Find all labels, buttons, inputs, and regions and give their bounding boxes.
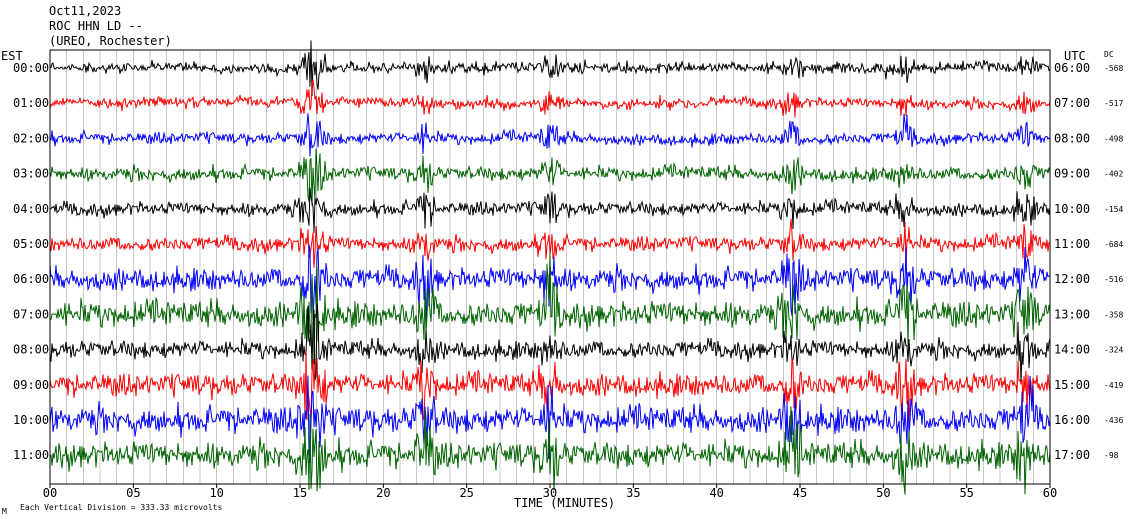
x-tick-label-35: 35	[626, 486, 640, 500]
x-axis-label: TIME (MINUTES)	[514, 496, 616, 510]
est-label-06:00: 06:00	[13, 272, 49, 286]
x-tick-label-10: 10	[209, 486, 223, 500]
left-axis-label: EST	[1, 49, 23, 63]
x-tick-label-45: 45	[793, 486, 807, 500]
est-label-01:00: 01:00	[13, 96, 49, 110]
est-label-02:00: 02:00	[13, 131, 49, 145]
station-code: ROC HHN LD --	[49, 19, 143, 33]
label-layer: EST UTC DC 00:00 06:00 -568 01:00 07:00 -517 02:0…	[1, 49, 1123, 462]
grid-layer	[66, 50, 1034, 484]
dc-value-07:00: -358	[1104, 310, 1123, 319]
utc-label-14:00: 14:00	[1054, 343, 1090, 357]
dc-value-05:00: -684	[1104, 240, 1123, 249]
utc-label-07:00: 07:00	[1054, 96, 1090, 110]
x-tick-label-20: 20	[376, 486, 390, 500]
utc-label-15:00: 15:00	[1054, 378, 1090, 392]
x-tick-label-55: 55	[959, 486, 973, 500]
frame-layer: 00 05 10 15 20 25 30 35 40 45 50 55 60	[43, 49, 1057, 500]
utc-label-12:00: 12:00	[1054, 272, 1090, 286]
utc-label-17:00: 17:00	[1054, 448, 1090, 462]
dc-value-11:00: -98	[1104, 451, 1119, 460]
x-tick-label-30: 30	[543, 486, 557, 500]
est-label-05:00: 05:00	[13, 237, 49, 251]
est-label-11:00: 11:00	[13, 448, 49, 462]
est-label-10:00: 10:00	[13, 413, 49, 427]
utc-label-08:00: 08:00	[1054, 131, 1090, 145]
dc-value-00:00: -568	[1104, 64, 1123, 73]
x-tick-label-00: 00	[43, 486, 57, 500]
est-label-09:00: 09:00	[13, 378, 49, 392]
dc-value-08:00: -324	[1104, 346, 1123, 355]
x-tick-label-60: 60	[1043, 486, 1057, 500]
dc-label: DC	[1104, 50, 1114, 59]
dc-value-04:00: -154	[1104, 205, 1123, 214]
right-axis-label: UTC	[1064, 49, 1086, 63]
est-label-07:00: 07:00	[13, 307, 49, 321]
est-label-04:00: 04:00	[13, 202, 49, 216]
scale-note: Each Vertical Division = 333.33 microvol…	[20, 503, 223, 512]
corner-mark: M	[2, 507, 7, 516]
utc-label-13:00: 13:00	[1054, 307, 1090, 321]
dc-value-03:00: -402	[1104, 170, 1123, 179]
dc-value-02:00: -498	[1104, 134, 1123, 143]
utc-label-09:00: 09:00	[1054, 167, 1090, 181]
station-date: Oct11,2023	[49, 4, 122, 18]
x-tick-label-50: 50	[876, 486, 890, 500]
x-tick-label-05: 05	[126, 486, 140, 500]
x-tick-label-40: 40	[709, 486, 723, 500]
station-location: (UREO, Rochester)	[49, 34, 172, 48]
dc-value-01:00: -517	[1104, 99, 1123, 108]
est-label-03:00: 03:00	[13, 167, 49, 181]
x-tick-label-25: 25	[459, 486, 473, 500]
utc-label-11:00: 11:00	[1054, 237, 1090, 251]
dc-value-06:00: -516	[1104, 275, 1123, 284]
utc-label-10:00: 10:00	[1054, 202, 1090, 216]
dc-value-09:00: -419	[1104, 381, 1123, 390]
utc-label-16:00: 16:00	[1054, 413, 1090, 427]
est-label-00:00: 00:00	[13, 61, 49, 75]
dc-value-10:00: -436	[1104, 416, 1123, 425]
est-label-08:00: 08:00	[13, 343, 49, 357]
x-tick-label-15: 15	[293, 486, 307, 500]
utc-label-06:00: 06:00	[1054, 61, 1090, 75]
